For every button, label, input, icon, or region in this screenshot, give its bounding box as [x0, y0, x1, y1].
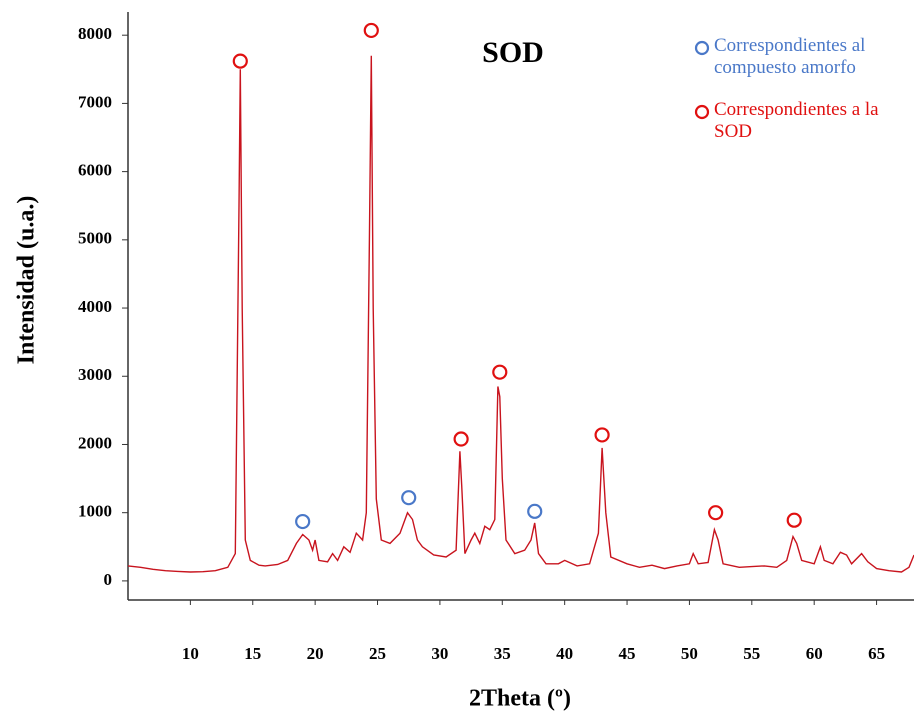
- x-axis-label: 2Theta (º): [469, 686, 571, 712]
- x-tick-label: 55: [743, 644, 760, 663]
- y-axis-label: Intensidad (u.a.): [14, 196, 40, 365]
- y-tick-label: 8000: [78, 24, 112, 43]
- peak-marker: [453, 431, 469, 447]
- x-tick-label: 45: [619, 644, 636, 663]
- peak-marker: [786, 512, 802, 528]
- legend-marker: [694, 104, 710, 120]
- y-tick-label: 1000: [78, 502, 112, 521]
- peak-marker: [363, 22, 379, 39]
- peak-marker: [527, 503, 543, 519]
- x-tick-label: 25: [369, 644, 386, 663]
- y-tick-label: 6000: [78, 161, 112, 180]
- x-tick-label: 40: [556, 644, 573, 663]
- y-tick-label: 0: [104, 570, 113, 589]
- y-tick-label: 4000: [78, 297, 112, 316]
- x-tick-label: 15: [244, 644, 261, 663]
- y-tick-label: 7000: [78, 92, 112, 111]
- xrd-trace: [127, 55, 914, 573]
- x-tick-label: 60: [806, 644, 823, 663]
- peak-marker: [492, 364, 508, 380]
- legend-label: Correspondientes al compuesto amorfo: [714, 35, 866, 78]
- y-tick-label: 3000: [78, 365, 112, 384]
- y-tick-label: 5000: [78, 229, 112, 248]
- y-tick-label: 2000: [78, 433, 112, 452]
- peak-marker: [708, 505, 724, 521]
- chart-title: SOD: [482, 36, 544, 69]
- x-tick-label: 50: [681, 644, 698, 663]
- legend-label: Correspondientes a la SOD: [714, 99, 879, 142]
- peak-marker: [295, 513, 311, 530]
- peak-marker: [401, 490, 417, 506]
- legend-marker: [694, 40, 710, 56]
- x-tick-label: 65: [868, 644, 885, 663]
- x-tick-label: 10: [182, 644, 199, 663]
- x-tick-label: 35: [494, 644, 511, 663]
- peak-marker: [594, 427, 610, 443]
- x-tick-label: 20: [307, 644, 324, 663]
- x-tick-label: 30: [431, 644, 448, 663]
- peak-marker: [232, 53, 248, 69]
